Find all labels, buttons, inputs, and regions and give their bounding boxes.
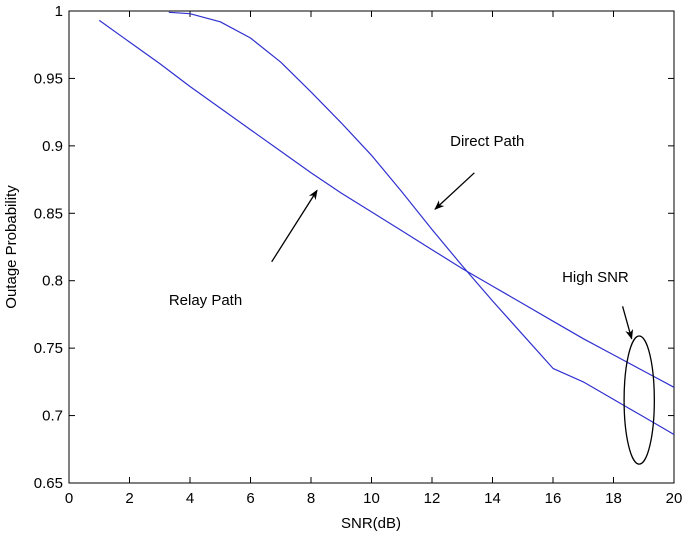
x-tick-label: 18 <box>605 490 622 507</box>
y-tick-label: 0.9 <box>42 138 63 155</box>
x-tick-label: 10 <box>363 490 380 507</box>
x-tick-label: 20 <box>666 490 683 507</box>
x-tick-label: 14 <box>484 490 501 507</box>
x-tick-label: 12 <box>424 490 441 507</box>
series-group <box>98 11 675 436</box>
y-tick-label: 0.85 <box>34 205 63 222</box>
annotation-label-3: High SNR <box>562 269 629 286</box>
x-axis-label: SNR(dB) <box>341 515 401 532</box>
y-tick-label: 0.7 <box>42 408 63 425</box>
x-tick-label: 8 <box>307 490 315 507</box>
y-tick-label: 1 <box>55 3 63 20</box>
annotation-arrow-1 <box>434 172 475 210</box>
annotation-label-1: Direct Path <box>450 133 524 150</box>
y-tick-label: 0.65 <box>34 475 63 492</box>
annotation-label-2: Relay Path <box>169 292 242 309</box>
x-tick-label: 2 <box>125 490 133 507</box>
high-snr-ellipse <box>623 335 655 465</box>
series-line-2 <box>168 11 675 436</box>
annotations: Direct Path Relay Path High SNR <box>169 133 655 465</box>
x-tick-label: 6 <box>246 490 254 507</box>
plot-area-frame <box>68 10 675 484</box>
y-axis-label: Outage Probability <box>3 185 20 309</box>
annotation-arrow-3 <box>621 306 634 340</box>
x-tick-label: 0 <box>65 490 73 507</box>
y-tick-label: 0.95 <box>34 70 63 87</box>
series-line-1 <box>98 19 675 388</box>
x-tick-label: 4 <box>186 490 194 507</box>
y-tick-label: 0.75 <box>34 340 63 357</box>
y-tick-label: 0.8 <box>42 273 63 290</box>
x-tick-label: 16 <box>545 490 562 507</box>
axis-ticks: 0 2 4 6 8 10 12 14 16 18 20 0.65 0.7 0.75 0.8 0.85 0.9 0.… <box>34 3 683 507</box>
annotation-arrow-2 <box>271 189 318 263</box>
